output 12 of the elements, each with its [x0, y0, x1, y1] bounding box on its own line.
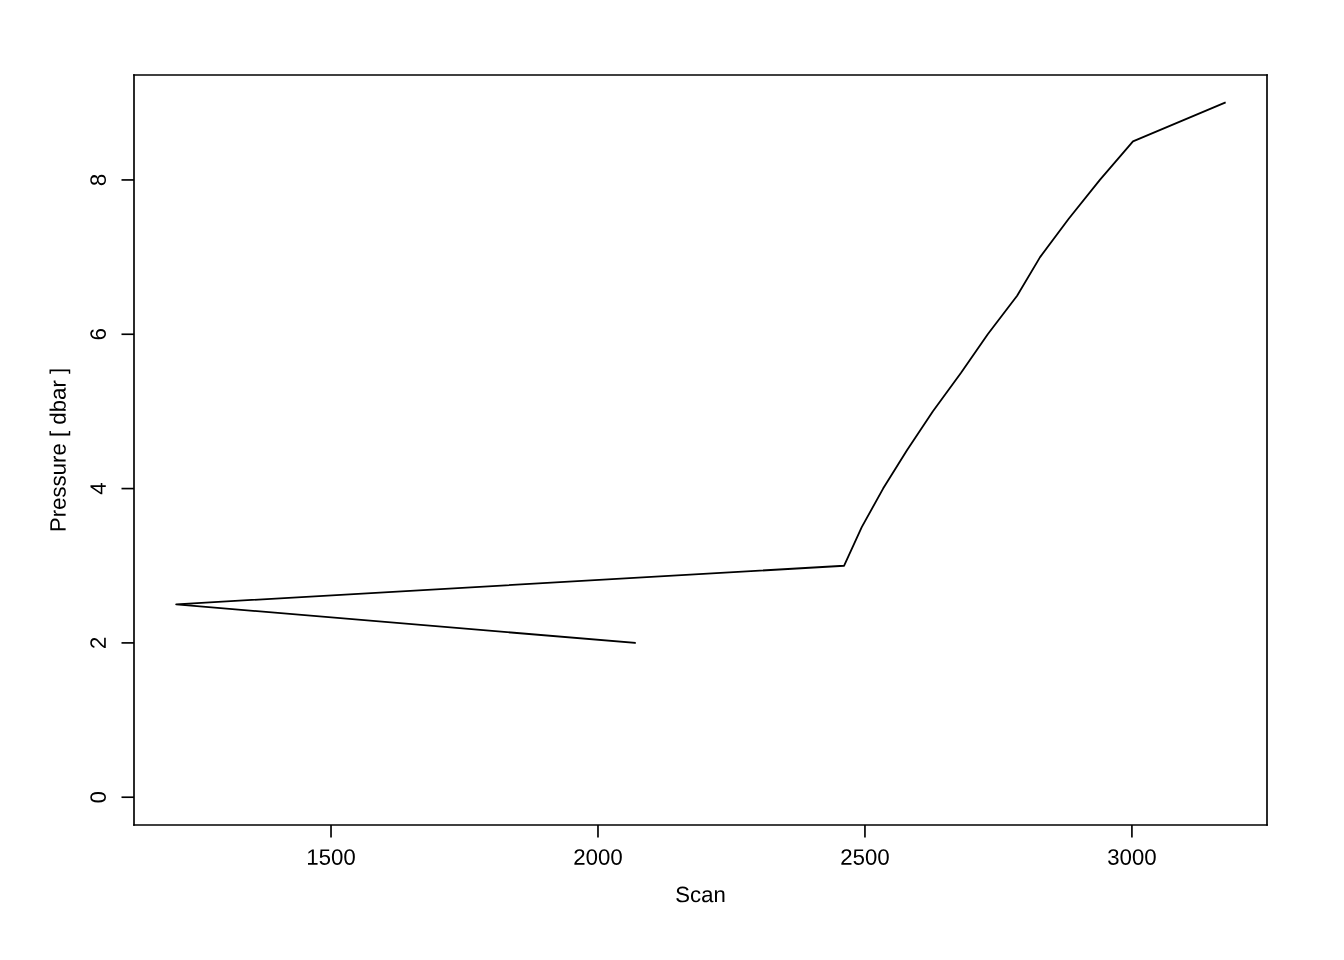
x-axis-title: Scan	[676, 886, 725, 903]
y-tick-label: 8	[90, 174, 106, 186]
line-series	[175, 101, 1226, 644]
y-tick-label: 4	[90, 483, 106, 495]
y-tick-label: 6	[90, 329, 106, 340]
x-tick-label: 2500	[841, 849, 889, 865]
y-tick-label: 0	[90, 791, 106, 803]
x-tick-label: 1500	[308, 849, 355, 865]
x-tick-label: 3000	[1108, 849, 1156, 865]
y-axis-title: Pressure [ dbar ]	[49, 369, 71, 531]
y-tick-label: 2	[90, 637, 106, 648]
x-tick-label: 2000	[574, 849, 622, 865]
